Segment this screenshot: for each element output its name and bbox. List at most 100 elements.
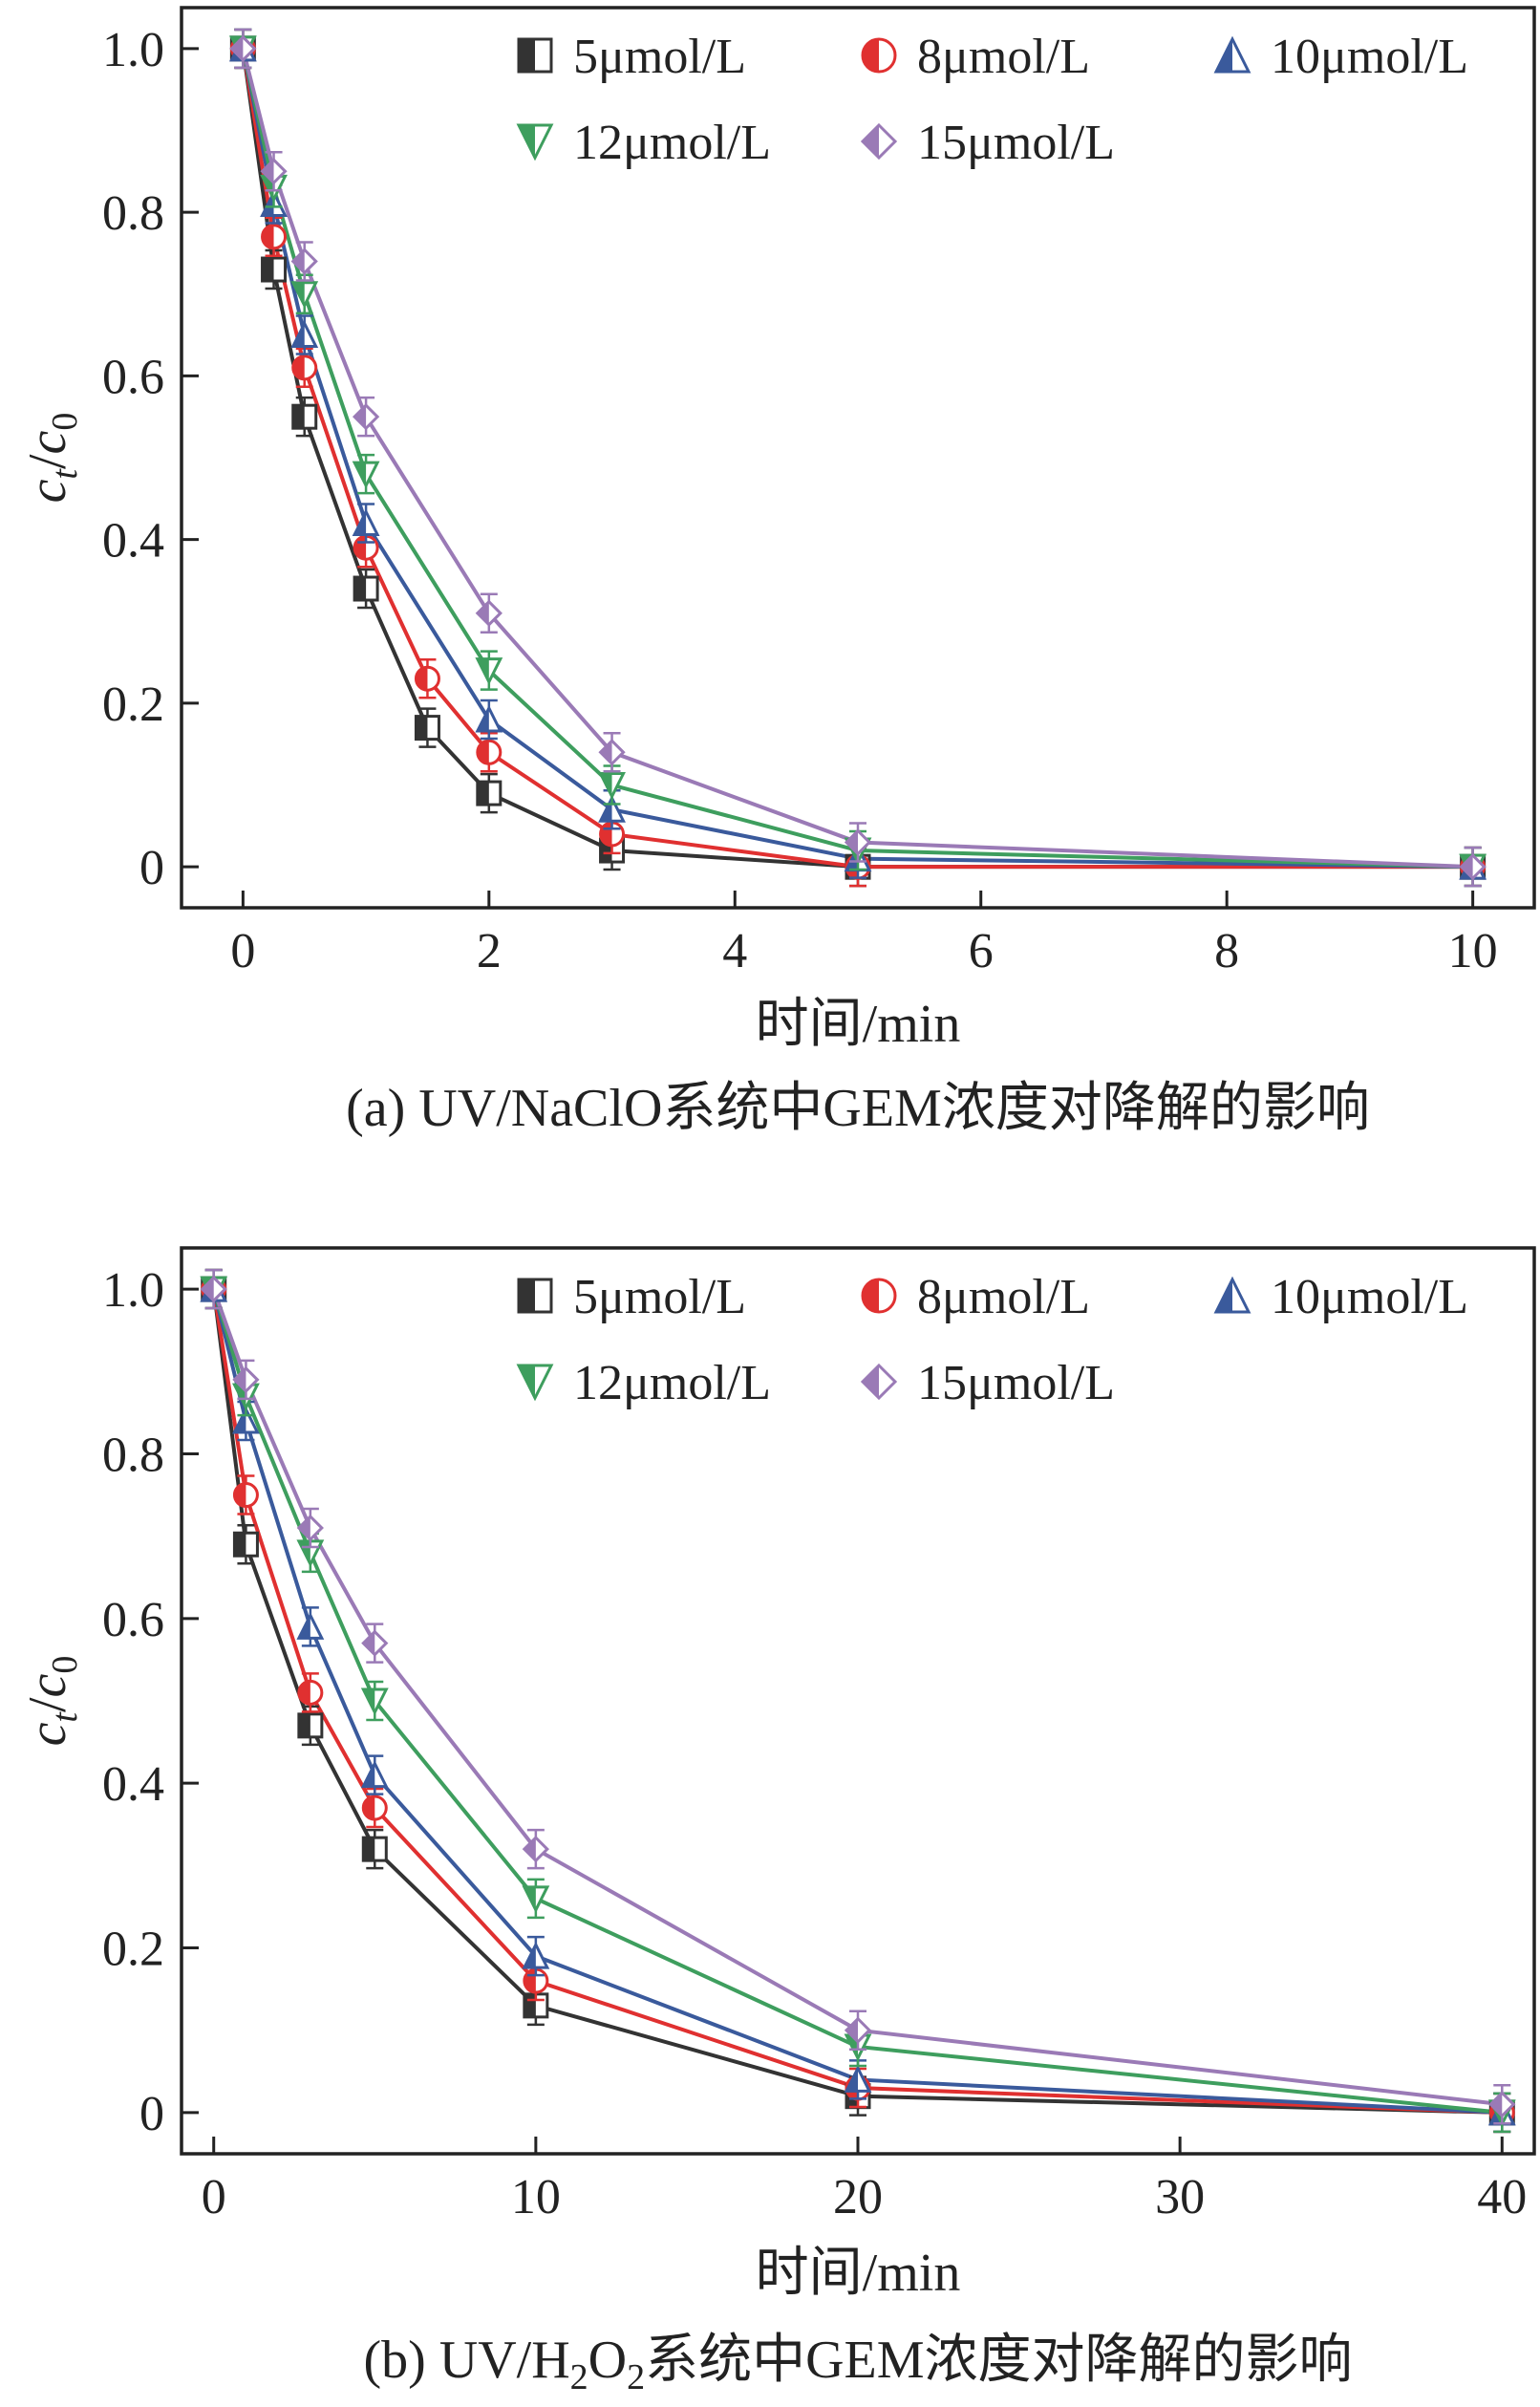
data-point-4 <box>1459 853 1487 881</box>
legend-label-2: 10μmol/L <box>1271 1270 1468 1324</box>
legend-a: 5μmol/L 8μmol/L 10μmol/L 12μmol/L 15μmol/L <box>516 30 1468 170</box>
y-tick-label: 0.2 <box>102 677 164 732</box>
data-point-3 <box>475 657 503 686</box>
y-tick-label: 0.6 <box>102 1593 164 1647</box>
data-point-0 <box>291 403 318 430</box>
legend-marker-2 <box>1213 35 1251 74</box>
data-point-0 <box>297 1712 324 1739</box>
data-point-4 <box>200 1275 227 1303</box>
data-point-4 <box>229 34 257 62</box>
plot-frame-a <box>180 6 1536 910</box>
legend-marker-4 <box>860 1363 898 1401</box>
legend-label-3: 12μmol/L <box>573 1356 771 1410</box>
x-tick-label: 20 <box>833 2170 883 2224</box>
x-tick-label: 30 <box>1155 2170 1205 2224</box>
data-point-0 <box>232 1531 259 1558</box>
data-point-4 <box>1488 2091 1516 2118</box>
data-point-2 <box>844 2065 872 2093</box>
data-point-4 <box>844 828 872 856</box>
data-point-2 <box>475 704 503 733</box>
series-line-1 <box>211 1288 1503 2115</box>
y-tick-label: 1.0 <box>102 23 164 77</box>
data-point-4 <box>598 739 626 766</box>
y-tick-label: 0.2 <box>102 1923 164 1977</box>
legend-label-4: 15μmol/L <box>917 116 1115 170</box>
data-point-1 <box>232 1482 259 1509</box>
legend-label-1: 8μmol/L <box>917 30 1090 84</box>
x-tick-label: 40 <box>1477 2170 1527 2224</box>
data-point-3 <box>522 1885 550 1914</box>
data-point-4 <box>260 158 288 185</box>
data-point-0 <box>353 575 379 602</box>
series-line-4 <box>211 1288 1503 2107</box>
data-point-2 <box>352 508 380 537</box>
legend-marker-1 <box>861 37 897 74</box>
data-point-4 <box>232 1365 260 1394</box>
x-axis-title-a: 时间/min <box>756 995 961 1054</box>
x-tick-label: 4 <box>722 924 747 978</box>
data-point-2 <box>522 1941 550 1969</box>
series-line-2 <box>211 1288 1503 2115</box>
y-tick-label: 0.8 <box>102 186 164 241</box>
x-tick-label: 0 <box>202 2170 226 2224</box>
legend-marker-1 <box>861 1278 897 1314</box>
axis-ticks-a: 0 2 4 6 8 10 0 0.2 0.4 0.6 0.8 1.0 <box>102 23 1498 978</box>
x-tick-label: 6 <box>969 924 994 978</box>
legend-marker-3 <box>516 123 554 161</box>
x-axis-title-b: 时间/min <box>756 2244 961 2303</box>
x-tick-label: 2 <box>477 924 502 978</box>
legend-label-0: 5μmol/L <box>573 30 746 84</box>
chart-panel-a: 0 2 4 6 8 10 0 0.2 0.4 0.6 0.8 1.0 5μmol/L 8μmol/L 10… <box>18 6 1536 1138</box>
legend-label-1: 8μmol/L <box>917 1270 1090 1324</box>
data-point-4 <box>844 2016 872 2044</box>
data-point-3 <box>598 772 626 800</box>
data-point-4 <box>475 599 503 627</box>
data-point-2 <box>290 320 319 349</box>
caption-b: (b) UV/H2O2系统中GEM浓度对降解的影响 <box>363 2331 1352 2397</box>
legend-label-2: 10μmol/L <box>1271 30 1468 84</box>
series-line-0 <box>211 1288 1503 2115</box>
data-point-0 <box>476 780 503 806</box>
chart-panel-b: 0 10 20 30 40 0 0.2 0.4 0.6 0.8 1.0 5μmol/L 8μmol/L… <box>18 1246 1536 2397</box>
x-tick-label: 10 <box>511 2170 561 2224</box>
legend-label-3: 12μmol/L <box>573 116 771 170</box>
y-tick-label: 0 <box>139 841 164 895</box>
data-point-1 <box>414 665 440 692</box>
y-tick-label: 0.6 <box>102 350 164 404</box>
series-line-3 <box>211 1288 1503 2115</box>
legend-label-4: 15μmol/L <box>917 1356 1115 1410</box>
data-layer-a <box>228 28 1487 888</box>
data-point-2 <box>360 1760 389 1789</box>
legend-marker-0 <box>517 1278 553 1314</box>
y-axis-title-a: ct/c0 <box>18 413 85 504</box>
legend-marker-4 <box>860 122 898 161</box>
y-tick-label: 0 <box>139 2087 164 2141</box>
y-axis-title-b: ct/c0 <box>18 1656 85 1747</box>
data-point-0 <box>414 715 440 741</box>
legend-label-0: 5μmol/L <box>573 1270 746 1324</box>
legend-marker-0 <box>517 37 553 74</box>
data-point-3 <box>360 1687 389 1716</box>
legend-b: 5μmol/L 8μmol/L 10μmol/L 12μmol/L 15μmol/L <box>516 1270 1468 1410</box>
x-tick-label: 10 <box>1448 924 1498 978</box>
data-point-2 <box>296 1612 325 1640</box>
y-tick-label: 1.0 <box>102 1263 164 1318</box>
data-point-0 <box>261 256 288 283</box>
data-point-1 <box>261 224 288 250</box>
x-tick-label: 8 <box>1214 924 1239 978</box>
data-point-3 <box>290 281 319 310</box>
data-point-2 <box>232 1406 260 1434</box>
data-point-4 <box>296 1514 324 1542</box>
data-point-3 <box>352 461 380 489</box>
data-point-1 <box>297 1679 324 1706</box>
data-point-1 <box>291 355 318 381</box>
data-point-4 <box>290 247 318 275</box>
y-tick-label: 0.4 <box>102 514 164 569</box>
axis-ticks-b: 0 10 20 30 40 0 0.2 0.4 0.6 0.8 1.0 <box>102 1263 1527 2224</box>
y-tick-label: 0.4 <box>102 1757 164 1812</box>
caption-a: (a) UV/NaClO系统中GEM浓度对降解的影响 <box>346 1079 1370 1138</box>
x-tick-label: 0 <box>230 924 255 978</box>
data-point-4 <box>361 1629 389 1657</box>
legend-marker-2 <box>1213 1276 1251 1314</box>
data-point-1 <box>476 739 503 765</box>
